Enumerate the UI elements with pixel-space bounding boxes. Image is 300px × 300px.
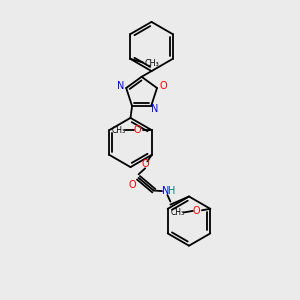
Text: O: O (193, 206, 200, 216)
Text: N: N (116, 82, 124, 92)
Text: N: N (162, 186, 169, 196)
Text: CH₃: CH₃ (171, 208, 185, 217)
Text: CH₃: CH₃ (144, 58, 159, 68)
Text: O: O (128, 179, 136, 190)
Text: CH₃: CH₃ (112, 126, 126, 135)
Text: O: O (159, 82, 167, 92)
Text: O: O (141, 159, 149, 170)
Text: O: O (134, 125, 141, 135)
Text: N: N (151, 104, 158, 114)
Text: H: H (168, 185, 175, 196)
